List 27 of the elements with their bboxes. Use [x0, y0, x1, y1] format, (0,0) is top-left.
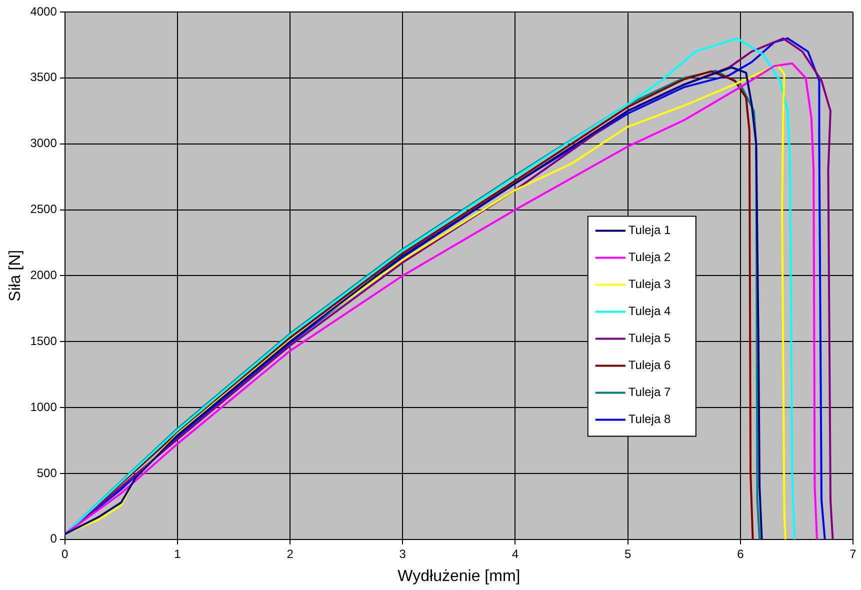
legend-label: Tuleja 1	[628, 223, 671, 238]
y-tick-label: 1000	[30, 400, 58, 414]
x-tick-label: 7	[850, 546, 857, 561]
legend-label: Tuleja 2	[628, 250, 671, 264]
legend-label: Tuleja 6	[628, 358, 671, 372]
legend-label: Tuleja 7	[628, 385, 671, 400]
x-tick-label: 3	[399, 546, 406, 561]
x-tick-label: 6	[737, 546, 744, 561]
legend-label: Tuleja 5	[628, 331, 671, 346]
legend-label: Tuleja 4	[628, 304, 671, 318]
y-tick-label: 4000	[30, 4, 58, 18]
x-tick-label: 5	[624, 546, 632, 561]
y-tick-label: 0	[50, 532, 58, 546]
y-axis-title: Siła [N]	[7, 250, 24, 302]
y-tick-label: 2000	[30, 268, 58, 282]
y-tick-label: 2500	[30, 202, 58, 216]
y-tick-label: 3000	[30, 136, 58, 150]
y-tick-label: 500	[36, 466, 58, 480]
legend-label: Tuleja 3	[628, 277, 671, 292]
legend-label: Tuleja 8	[628, 412, 671, 426]
y-tick-label: 3500	[30, 70, 58, 84]
x-tick-label: 1	[174, 546, 182, 561]
x-tick-label: 2	[286, 546, 294, 561]
x-tick-label: 4	[512, 546, 519, 561]
x-tick-label: 0	[62, 546, 69, 561]
y-tick-label: 1500	[30, 334, 58, 348]
x-axis-title: Wydłużenie [mm]	[398, 568, 520, 585]
